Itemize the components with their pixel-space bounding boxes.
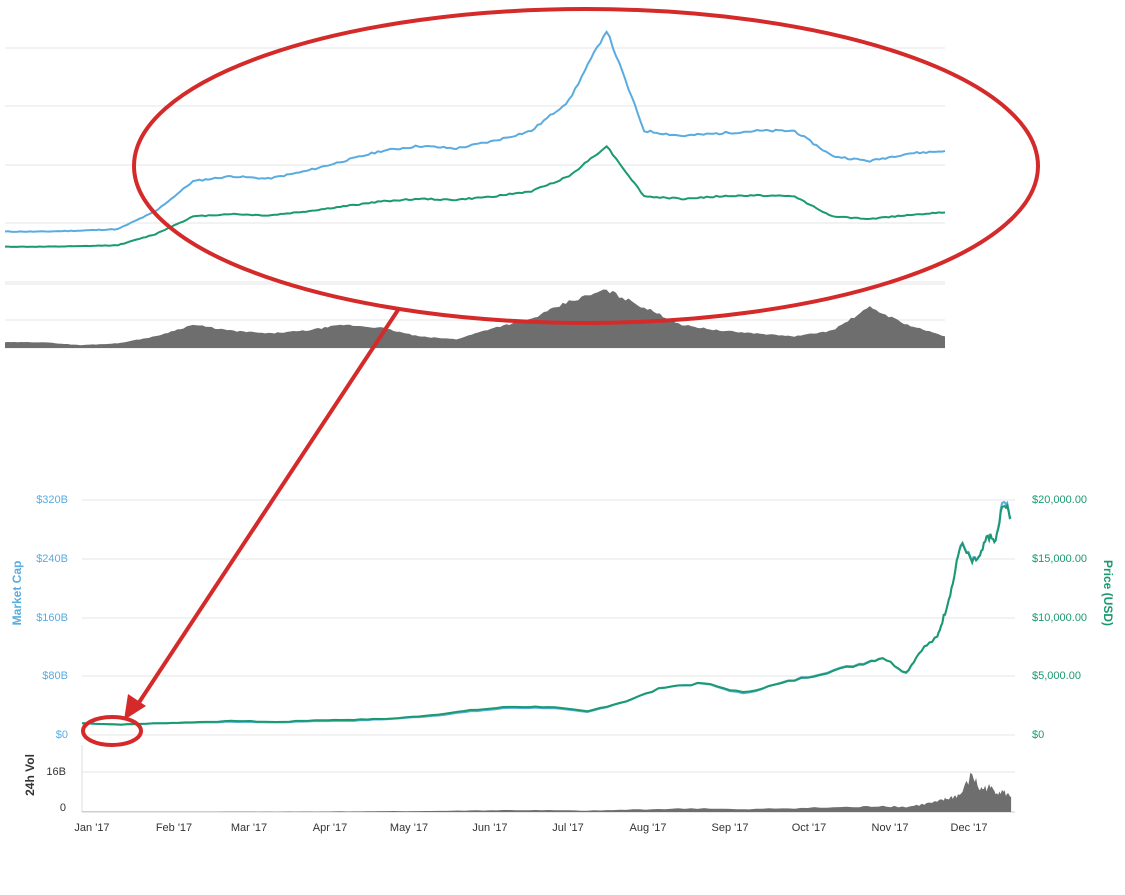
x-tick-label: Jul '17 [552,822,583,834]
volume-tick-label: 16B [46,766,66,778]
left-tick-label: $240B [36,553,68,565]
right-tick-label: $15,000.00 [1032,553,1087,565]
x-tick-label: May '17 [390,822,428,834]
annotation-arrow-line [132,308,400,712]
right-tick-label: $10,000.00 [1032,612,1087,624]
right-tick-label: $20,000.00 [1032,494,1087,506]
inset-series-line [5,145,946,248]
right-tick-label: $5,000.00 [1032,670,1081,682]
main-gridlines [81,499,1015,813]
left-tick-label: $80B [42,670,68,682]
x-tick-label: Aug '17 [630,822,667,834]
left-tick-label: $160B [36,612,68,624]
x-tick-label: Feb '17 [156,822,192,834]
right-axis-title: Price (USD) [1101,560,1115,626]
x-tick-label: Apr '17 [313,822,348,834]
left-tick-label: $320B [36,494,68,506]
large-annotation-ellipse [132,7,1040,325]
x-tick-label: Mar '17 [231,822,267,834]
price-line [81,503,1012,726]
x-tick-label: Nov '17 [872,822,909,834]
inset-gridlines [5,47,945,349]
inset-series-lines [4,29,946,248]
x-tick-label: Oct '17 [792,822,827,834]
inset-series-line [4,29,946,233]
inset-volume-area [5,289,945,348]
full-year-chart-panel: $320B $240B $160B $80B $0 $20,000.00 $15… [10,494,1115,834]
volume-tick-label: 0 [60,802,66,814]
x-tick-label: Jan '17 [74,822,109,834]
x-tick-label: Jun '17 [472,822,507,834]
inset-volume-fill [5,289,945,348]
right-tick-label: $0 [1032,729,1044,741]
volume-fill [82,772,1012,812]
left-tick-label: $0 [56,729,68,741]
volume-axis-title: 24h Vol [23,754,37,796]
x-axis-labels: Jan '17 Feb '17 Mar '17 Apr '17 May '17 … [74,822,987,834]
volume-area [82,772,1012,812]
x-tick-label: Dec '17 [951,822,988,834]
zoomed-inset-panel [4,29,946,349]
market-cap-line [81,500,1012,726]
red-annotation-overlay [81,7,1040,747]
x-tick-label: Sep '17 [712,822,749,834]
small-annotation-ellipse [81,715,143,747]
annotation-arrowhead [124,694,146,720]
left-axis-title: Market Cap [10,561,24,626]
main-series-lines [81,500,1012,726]
